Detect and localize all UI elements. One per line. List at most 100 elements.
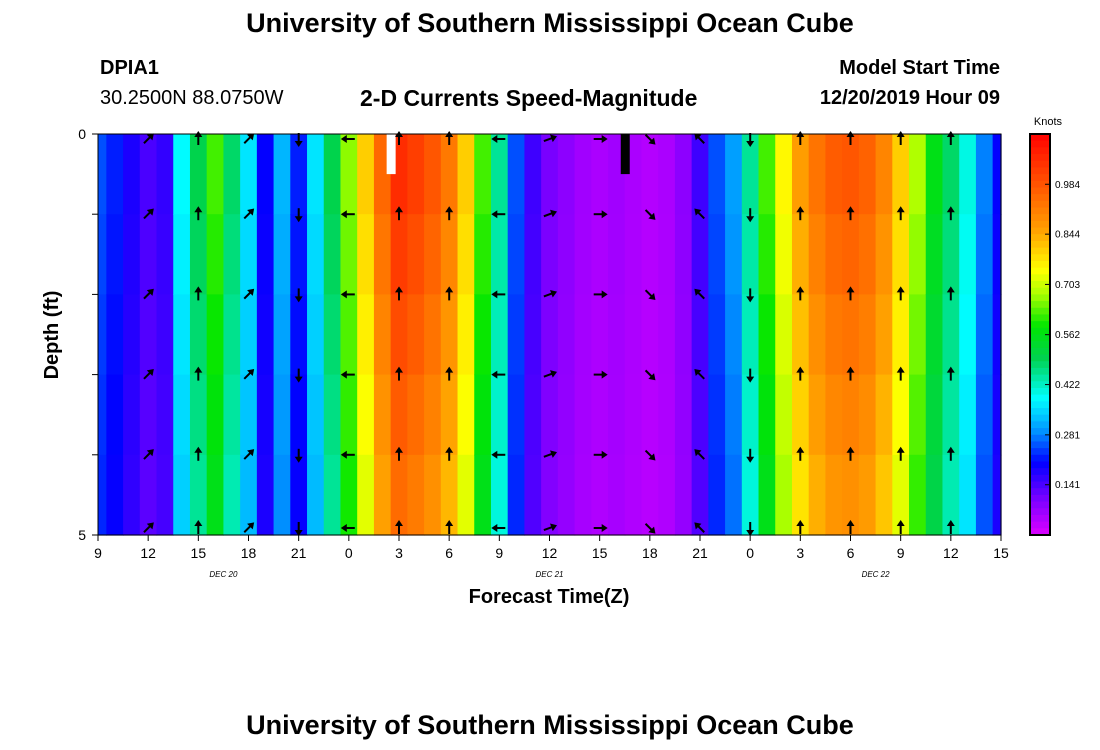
heatmap-cell [842,294,860,376]
heatmap-cells [98,134,1002,536]
current-arrow [340,524,355,532]
colorbar-swatch [1030,247,1050,255]
current-arrow [746,288,755,303]
heatmap-cell [240,214,258,295]
heatmap-cell [106,374,124,456]
colorbar-swatch [1030,294,1050,302]
colorbar-swatch [1030,401,1050,409]
y-tick-label: 5 [78,527,86,543]
heatmap-cell [407,134,425,215]
current-arrow [543,523,558,532]
heatmap-cell [240,294,258,376]
heatmap-cell [440,454,459,536]
heatmap-cell [708,454,726,536]
current-arrow [593,450,608,459]
heatmap-cell [975,134,994,215]
heatmap-cell [992,134,1002,215]
current-arrow [491,210,506,219]
heatmap-cell [98,134,107,215]
heatmap-cell [156,454,174,536]
current-arrow [294,448,303,463]
heatmap-cell [156,294,174,376]
current-arrow [294,522,303,536]
heatmap-cell [524,374,542,456]
current-arrow [395,206,403,221]
heatmap-cell [490,134,509,215]
x-tick-label: 9 [94,545,102,561]
heatmap-cell [474,294,492,376]
missing-cell [386,134,396,175]
colorbar-swatch [1030,347,1050,356]
heatmap-cell [992,294,1002,376]
heatmap-cell [440,134,459,215]
heatmap-cell [825,454,843,536]
colorbar-swatch [1030,501,1050,509]
heatmap-cell [574,454,592,536]
heatmap-cell [173,454,191,536]
heatmap-cell [825,374,843,456]
heatmap-cell [741,134,760,215]
colorbar-swatch [1030,381,1050,389]
heatmap-cell [323,134,342,215]
station-id: DPIA1 [100,57,159,79]
heatmap-cell [474,134,492,215]
heatmap-cell [223,374,241,456]
heatmap-cell [189,294,208,376]
heatmap-cell [791,454,810,536]
heatmap-cell [691,134,709,215]
current-arrow [194,206,203,221]
x-tick-label: 21 [692,545,708,561]
heatmap-cell [106,294,124,376]
current-arrow [491,135,506,143]
colorbar-swatch [1030,514,1050,523]
heatmap-cell [357,374,375,456]
current-arrow [694,133,705,144]
heatmap-cell [206,214,225,295]
heatmap-cell [674,374,693,456]
heatmap-cell [357,214,375,295]
x-tick-label: 15 [592,545,608,561]
heatmap-cell [624,454,643,536]
heatmap-cell [490,454,509,536]
current-arrow [896,206,905,221]
heatmap-cell [825,214,843,295]
colorbar-swatch [1030,140,1050,148]
heatmap-cell [340,214,358,295]
colorbar-swatch [1030,174,1050,182]
heatmap-cell [189,374,208,456]
heatmap-cell [206,134,225,215]
current-arrow [644,289,656,301]
colorbar-swatch [1030,488,1050,496]
current-arrow [194,286,203,301]
heatmap-cell [98,454,107,536]
current-arrow [846,520,855,534]
x-tick-label: 9 [897,545,905,561]
heatmap-cell [992,214,1002,295]
current-arrow [395,366,403,381]
heatmap-cell [474,214,492,295]
heatmap-cell [390,454,408,536]
heatmap-cell [541,294,559,376]
colorbar-tick-label: 0.141 [1055,480,1080,491]
heatmap-cell [424,374,442,456]
heatmap-cell [256,214,275,295]
heatmap-cell [674,294,693,376]
heatmap-cell [507,374,526,456]
heatmap-cell [909,134,927,215]
heatmap-cell [875,374,893,456]
current-arrow [694,288,705,300]
heatmap-cell [98,214,107,295]
current-arrow [946,366,955,381]
heatmap-cell [741,294,760,376]
heatmap-cell [892,214,910,295]
x-tick-label: 15 [191,545,207,561]
x-tick-label: 12 [140,545,156,561]
heatmap-cell [942,374,960,456]
heatmap-cell [725,134,743,215]
heatmap-cell [240,374,258,456]
colorbar-title: Knots [1034,116,1063,128]
heatmap-cell [725,214,743,295]
heatmap-cell [206,454,225,536]
heatmap-cell [758,294,776,376]
